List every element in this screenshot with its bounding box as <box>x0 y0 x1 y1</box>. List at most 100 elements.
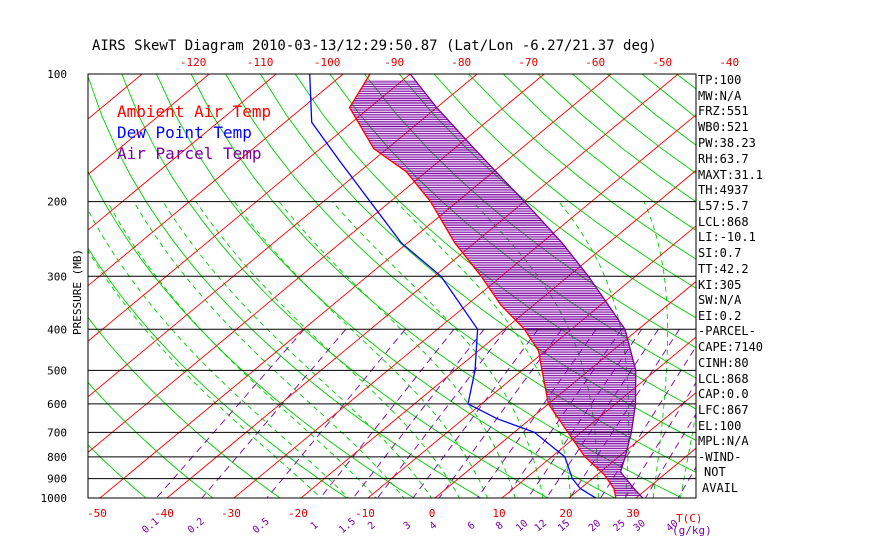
index-l57: L57:5.7 <box>698 199 749 213</box>
mixing-ratio-tick-label: 3 <box>402 520 414 532</box>
moist-adiabat <box>162 201 433 498</box>
dry-adiabat <box>88 316 281 498</box>
top-temperature-tick-label: -80 <box>451 56 471 69</box>
dry-adiabat <box>121 74 549 498</box>
index-tt: TT:42.2 <box>698 262 749 276</box>
bottom-temperature-tick-label: 10 <box>492 507 505 520</box>
index-ki: KI:305 <box>698 278 742 292</box>
moist-adiabat <box>107 201 377 498</box>
sounding-series <box>309 74 644 498</box>
isotherm <box>88 74 344 287</box>
isotherm <box>88 74 545 453</box>
pressure-tick-label: 700 <box>47 426 67 439</box>
top-temperature-tick-label: -40 <box>719 56 739 69</box>
pressure-tick-label: 500 <box>47 364 67 377</box>
top-temperature-tick-label: -110 <box>247 56 274 69</box>
index-wb0: WB0:521 <box>698 120 749 134</box>
index-si: SI:0.7 <box>698 246 742 260</box>
isotherm <box>88 74 411 342</box>
mixing-ratio-line <box>624 381 696 498</box>
pressure-tick-label: 400 <box>47 323 67 336</box>
mixing-ratio-line <box>352 328 485 498</box>
legend-dew-point-temp: Dew Point Temp <box>117 123 252 142</box>
pressure-tick-label: 900 <box>47 473 67 486</box>
legend-air-parcel-temp: Air Parcel Temp <box>117 144 262 163</box>
moist-adiabat <box>88 209 350 498</box>
mixing-ratio-line <box>201 328 347 498</box>
dry-adiabat <box>0 74 21 507</box>
index-cape: CAPE:7140 <box>698 340 764 354</box>
index-mpl: MPL:N/A <box>698 434 749 448</box>
dry-adiabat <box>433 74 696 289</box>
dry-adiabat <box>294 74 696 410</box>
moist-adiabat <box>331 201 544 498</box>
mixing-ratio-line <box>156 328 305 498</box>
dry-adiabat <box>190 74 683 498</box>
mixing-ratio-tick-label: 6 <box>466 520 478 532</box>
index-cinh: CINH:80 <box>698 356 749 370</box>
dry-adiabat <box>398 74 696 319</box>
index-cap: CAP:0.0 <box>698 387 749 401</box>
temperature-unit-label: T(C) <box>676 512 703 525</box>
index-parcel-lcl: LCL:868 <box>698 372 749 386</box>
dry-adiabat <box>781 74 870 507</box>
ambient-air-temp-line <box>348 74 617 498</box>
parcel-section-header: -PARCEL- <box>698 324 756 338</box>
moist-adiabat <box>558 201 630 498</box>
y-axis-label: PRESSURE (MB) <box>71 249 84 335</box>
mixing-ratio-tick-label: 8 <box>494 520 506 532</box>
index-th: TH:4937 <box>698 183 749 197</box>
dry-adiabat <box>641 74 696 118</box>
mixing-ratio-tick-label: 4 <box>428 520 440 532</box>
index-mw: MW:N/A <box>698 89 742 103</box>
legend: Ambient Air Temp Dew Point Temp Air Parc… <box>117 102 271 163</box>
mixing-ratio-tick-label: 2 <box>366 520 378 532</box>
mixing-ratio-tick-label: 12 <box>533 518 549 534</box>
mixing-ratio-unit-label: (g/kg) <box>672 524 712 537</box>
moist-adiabat <box>395 201 572 498</box>
mixing-ratio-line <box>476 329 597 498</box>
bottom-temperature-tick-label: 20 <box>559 507 572 520</box>
bottom-temperature-tick-label: -10 <box>355 507 375 520</box>
air-parcel-temp-line <box>409 74 644 498</box>
index-el: EL:100 <box>698 419 742 433</box>
mixing-ratio-tick-label: 15 <box>556 518 572 534</box>
mixing-ratio-tick-label: 1 <box>309 520 321 532</box>
mixing-ratio-tick-label: 0.5 <box>251 516 272 536</box>
moist-adiabat <box>278 201 516 498</box>
index-frz: FRZ:551 <box>698 104 749 118</box>
dew-point-temp-line <box>309 74 597 498</box>
chart-title: AIRS SkewT Diagram 2010-03-13/12:29:50.8… <box>92 38 657 54</box>
cape-hatching <box>349 80 641 497</box>
dry-adiabat <box>850 74 870 507</box>
mixing-ratio-tick-label: 10 <box>514 518 530 534</box>
mixing-ratio-tick-label: 20 <box>587 518 603 534</box>
index-lcl: LCL:868 <box>698 215 749 229</box>
index-ei: EI:0.2 <box>698 309 742 323</box>
index-sw: SW:N/A <box>698 293 742 307</box>
isotherm <box>0 74 8 498</box>
isotherm <box>99 74 612 498</box>
index-lfc: LFC:867 <box>698 403 749 417</box>
bottom-temperature-tick-label: -20 <box>288 507 308 520</box>
isotherm <box>233 114 696 498</box>
top-temperature-tick-label: -120 <box>180 56 207 69</box>
pressure-tick-label: 200 <box>47 196 67 209</box>
dry-adiabat <box>88 444 147 498</box>
moist-adiabat <box>88 249 322 498</box>
mixing-ratio-line <box>600 345 696 498</box>
dry-adiabat <box>468 74 696 260</box>
bottom-temperature-tick-label: 30 <box>626 507 639 520</box>
mixing-ratio-line <box>438 329 563 498</box>
dry-adiabat <box>156 74 616 498</box>
isotherm <box>367 225 696 498</box>
pressure-tick-label: 300 <box>47 270 67 283</box>
mixing-ratio-line <box>677 466 696 498</box>
isotherm <box>770 74 870 498</box>
bottom-temperature-tick-label: -50 <box>87 507 107 520</box>
wind-not-label: NOT <box>704 465 726 479</box>
bottom-temperature-tick-label: -30 <box>221 507 241 520</box>
top-temperature-tick-label: -60 <box>585 56 605 69</box>
